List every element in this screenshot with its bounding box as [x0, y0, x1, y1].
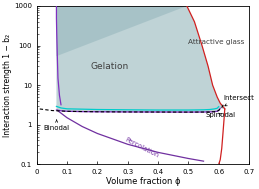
- Polygon shape: [56, 6, 225, 112]
- Text: Gelation: Gelation: [90, 62, 129, 71]
- Text: Spinodal: Spinodal: [206, 112, 236, 118]
- Text: Percolation: Percolation: [124, 137, 159, 159]
- Text: Binodal: Binodal: [44, 120, 69, 131]
- X-axis label: Volume fraction ϕ: Volume fraction ϕ: [106, 177, 180, 186]
- Text: Intersect: Intersect: [223, 95, 254, 106]
- Y-axis label: Interaction strength 1 − b₂: Interaction strength 1 − b₂: [3, 34, 12, 137]
- Text: Attractive glass: Attractive glass: [188, 40, 245, 45]
- Polygon shape: [56, 6, 187, 56]
